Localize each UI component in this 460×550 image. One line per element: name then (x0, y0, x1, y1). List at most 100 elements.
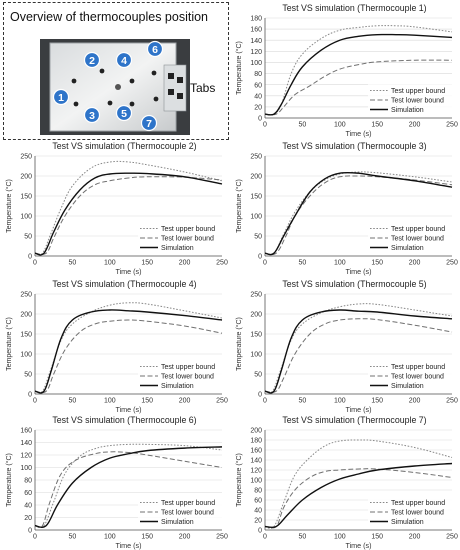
y-tick-label: 50 (254, 372, 262, 379)
legend-entry: Simulation (391, 519, 424, 526)
x-tick-label: 50 (299, 398, 307, 405)
series-line-solid (264, 309, 453, 394)
x-tick-label: 0 (33, 260, 37, 267)
x-tick-label: 200 (179, 398, 191, 405)
y-tick-label: 40 (24, 503, 32, 510)
series-line-dotted (34, 443, 223, 529)
legend-entry: Test lower bound (391, 236, 444, 243)
legend-entry: Test lower bound (161, 236, 214, 243)
x-tick-label: 50 (299, 534, 307, 541)
y-tick-label: 50 (24, 372, 32, 379)
y-tick-label: 160 (250, 27, 262, 34)
x-tick-label: 150 (371, 534, 383, 541)
y-tick-label: 120 (250, 468, 262, 475)
thermocouple-marker-2 (83, 51, 101, 69)
y-tick-label: 40 (254, 508, 262, 515)
thermocouple-marker-5 (115, 104, 133, 122)
x-tick-label: 100 (104, 534, 116, 541)
y-tick-label: 250 (250, 154, 262, 161)
chart-thermocouple-7: Test VS simulation (Thermocouple 7) 0 20 40… (233, 412, 460, 550)
legend-entry: Test upper bound (391, 500, 445, 507)
y-tick-label: 120 (20, 453, 32, 460)
x-tick-label: 250 (446, 122, 458, 129)
y-tick-label: 50 (254, 234, 262, 241)
thermocouple-marker-7 (140, 114, 158, 132)
chart-thermocouple-6: Test VS simulation (Thermocouple 6) 0 20 40… (3, 412, 230, 550)
x-tick-label: 0 (263, 122, 267, 129)
y-tick-label: 0 (258, 392, 262, 399)
y-tick-label: 150 (250, 194, 262, 201)
chart-title: Test VS simulation (Thermocouple 5) (282, 279, 426, 289)
y-tick-label: 60 (24, 490, 32, 497)
series-line-dashed (264, 59, 453, 116)
chart-thermocouple-3-svg: Test VS simulation (Thermocouple 3) 0 50 10… (235, 141, 458, 276)
y-tick-label: 0 (258, 116, 262, 123)
y-tick-label: 100 (250, 214, 262, 221)
chart-thermocouple-3: Test VS simulation (Thermocouple 3) 0 50 10… (233, 138, 460, 276)
x-tick-label: 250 (216, 534, 228, 541)
y-tick-label: 80 (254, 488, 262, 495)
legend-entry: Test upper bound (391, 88, 445, 95)
series-line-solid (34, 172, 223, 256)
y-tick-label: 60 (254, 82, 262, 89)
series-line-dashed (264, 318, 453, 393)
y-axis-label: Temperature (°C) (235, 179, 243, 233)
y-tick-label: 250 (20, 292, 32, 299)
legend-entry: Simulation (391, 107, 424, 114)
chart-thermocouple-2: Test VS simulation (Thermocouple 2) 0 50 10… (3, 138, 230, 276)
y-tick-label: 50 (24, 234, 32, 241)
x-tick-label: 50 (69, 260, 77, 267)
thermocouple-marker-4 (115, 51, 133, 69)
x-tick-label: 200 (179, 260, 191, 267)
series-line-dashed (34, 319, 223, 394)
chart-title: Test VS simulation (Thermocouple 4) (52, 279, 196, 289)
legend-entry: Simulation (161, 245, 194, 252)
y-tick-label: 140 (250, 458, 262, 465)
battery-cell-photo (40, 39, 190, 135)
chart-title: Test VS simulation (Thermocouple 3) (282, 141, 426, 151)
x-tick-label: 200 (409, 260, 421, 267)
y-tick-label: 100 (20, 352, 32, 359)
y-axis-label: Temperature (°C) (235, 317, 243, 371)
thermocouple-marker-label-1: 1 (58, 92, 64, 104)
x-axis-label: Time (s) (345, 405, 371, 414)
y-tick-label: 200 (250, 312, 262, 319)
chart-thermocouple-5: Test VS simulation (Thermocouple 5) 0 50 10… (233, 276, 460, 414)
x-tick-label: 50 (299, 122, 307, 129)
thermocouple-marker-3 (83, 106, 101, 124)
y-tick-label: 140 (250, 38, 262, 45)
y-tick-label: 150 (20, 194, 32, 201)
y-tick-label: 100 (250, 352, 262, 359)
chart-title: Test VS simulation (Thermocouple 6) (52, 415, 196, 425)
x-tick-label: 0 (33, 398, 37, 405)
legend-entry: Test upper bound (391, 364, 445, 371)
x-tick-label: 150 (141, 260, 153, 267)
y-tick-label: 100 (20, 465, 32, 472)
x-axis-label: Time (s) (115, 541, 141, 550)
y-tick-label: 0 (28, 528, 32, 535)
legend-entry: Test lower bound (161, 374, 214, 381)
thermocouple-marker-label-4: 4 (121, 55, 127, 67)
x-tick-label: 200 (409, 534, 421, 541)
y-tick-label: 120 (250, 49, 262, 56)
x-tick-label: 50 (299, 260, 307, 267)
y-tick-label: 250 (250, 292, 262, 299)
x-tick-label: 150 (141, 534, 153, 541)
series-line-dashed (264, 468, 453, 529)
y-tick-label: 140 (20, 440, 32, 447)
series-line-dashed (34, 451, 223, 529)
y-tick-label: 200 (20, 312, 32, 319)
series-line-dotted (264, 171, 453, 256)
x-tick-label: 100 (104, 398, 116, 405)
legend-entry: Test lower bound (161, 510, 214, 517)
y-tick-label: 100 (250, 478, 262, 485)
thermocouple-marker-label-3: 3 (89, 110, 95, 122)
legend-entry: Simulation (391, 245, 424, 252)
legend-entry: Test lower bound (391, 98, 444, 105)
y-tick-label: 20 (24, 515, 32, 522)
chart-thermocouple-1-svg: Test VS simulation (Thermocouple 1) 0 20 40… (235, 3, 458, 138)
legend-entry: Simulation (161, 383, 194, 390)
x-axis-label: Time (s) (115, 267, 141, 276)
overview-title: Overview of thermocouples position (10, 10, 209, 24)
y-tick-label: 0 (258, 528, 262, 535)
